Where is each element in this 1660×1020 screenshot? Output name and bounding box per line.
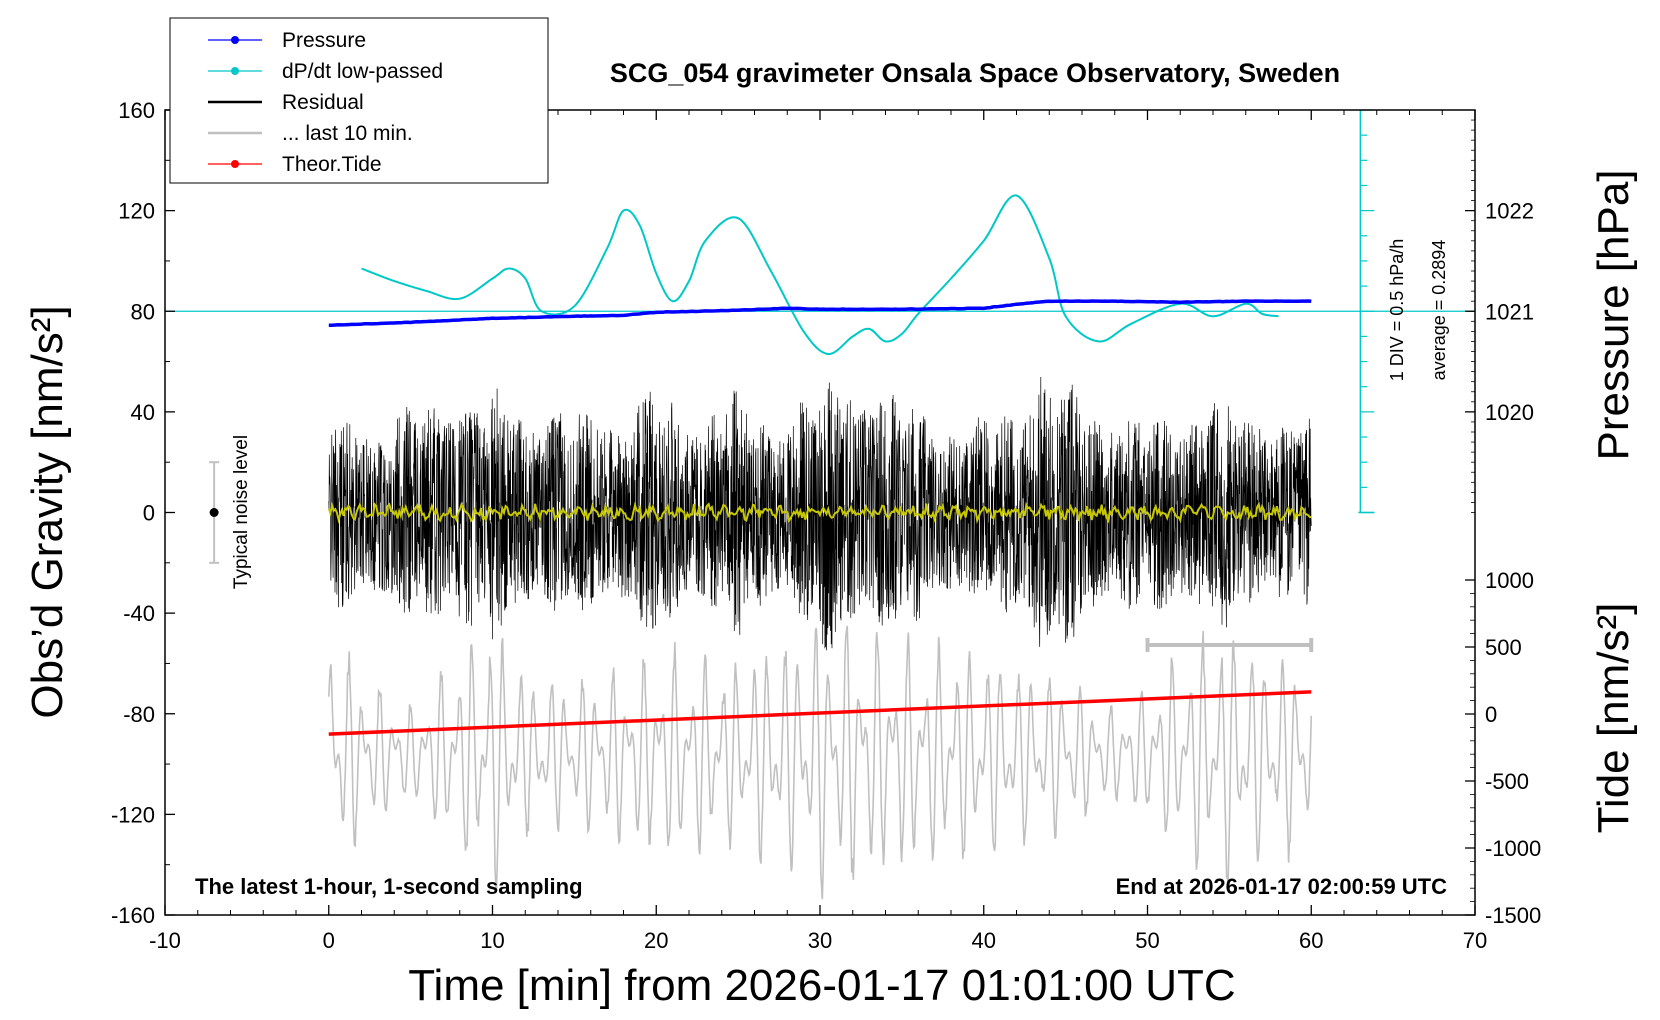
series-residual-line — [328, 376, 1312, 651]
x-tick-label: 60 — [1299, 928, 1323, 953]
y-axis-title-left: Obs’d Gravity [nm/s²] — [23, 305, 72, 718]
legend-box — [169, 17, 549, 184]
pressure-tick-label: 1021 — [1485, 299, 1534, 324]
x-tick-label: 10 — [480, 928, 504, 953]
noise-bar-dot — [209, 508, 219, 517]
legend-label: Theor.Tide — [282, 153, 382, 176]
x-tick-label: 30 — [808, 928, 832, 953]
chart-title: SCG_054 gravimeter Onsala Space Observat… — [610, 58, 1340, 88]
x-tick-label: 50 — [1135, 928, 1159, 953]
footnote-right: End at 2026-01-17 02:00:59 UTC — [1116, 874, 1447, 899]
y-tick-label: 160 — [118, 98, 155, 123]
legend-dot-1 — [231, 67, 239, 75]
legend-label: dP/dt low-passed — [282, 60, 443, 83]
tide-tick-label: -500 — [1485, 769, 1529, 794]
series-last10min-line — [328, 625, 1313, 900]
y-tick-label: 40 — [131, 400, 155, 425]
legend-dot-4 — [231, 160, 239, 168]
x-tick-label: 0 — [323, 928, 335, 953]
dpdt-note-2: average = 0.2894 — [1429, 240, 1449, 381]
tide-tick-label: 0 — [1485, 702, 1497, 727]
y-tick-label: -80 — [123, 702, 155, 727]
y-tick-label: 0 — [143, 501, 155, 526]
y-tick-label: -40 — [123, 601, 155, 626]
legend-label: Residual — [282, 91, 364, 114]
dpdt-note-1: 1 DIV = 0.5 hPa/h — [1387, 239, 1407, 382]
legend-label: Pressure — [282, 29, 366, 52]
series-dpdt-line — [361, 194, 1279, 355]
series-residual-lowpass-line — [327, 501, 1312, 525]
legend-label: ... last 10 min. — [282, 122, 413, 145]
pressure-tick-label: 1020 — [1485, 400, 1534, 425]
pressure-tick-label: 1022 — [1485, 199, 1534, 224]
y-axis-title-tide: Tide [nm/s²] — [1589, 603, 1638, 834]
tide-tick-label: -1000 — [1485, 836, 1541, 861]
series-theor-tide-line — [328, 690, 1312, 736]
legend-dot-0 — [231, 36, 239, 44]
y-tick-label: -160 — [111, 903, 155, 928]
tide-tick-label: 500 — [1485, 635, 1522, 660]
y-tick-label: 120 — [118, 199, 155, 224]
footnote-left: The latest 1-hour, 1-second sampling — [195, 874, 583, 899]
x-tick-label: -10 — [149, 928, 181, 953]
x-tick-label: 40 — [972, 928, 996, 953]
x-tick-label: 70 — [1463, 928, 1487, 953]
x-tick-label: 20 — [644, 928, 668, 953]
tide-tick-label: -1500 — [1485, 903, 1541, 928]
y-tick-label: 80 — [131, 299, 155, 324]
legend: Pressure dP/dt low-passed Residual ... last… — [169, 17, 549, 184]
tide-tick-label: 1000 — [1485, 568, 1534, 593]
y-tick-label: -120 — [111, 802, 155, 827]
y-axis-title-pressure: Pressure [hPa] — [1589, 169, 1638, 460]
x-axis-title: Time [min] from 2026-01-17 01:01:00 UTC — [408, 961, 1235, 1010]
noise-label: Typical noise level — [231, 435, 252, 589]
plot-area — [165, 109, 1475, 900]
series-pressure-line — [328, 299, 1312, 328]
